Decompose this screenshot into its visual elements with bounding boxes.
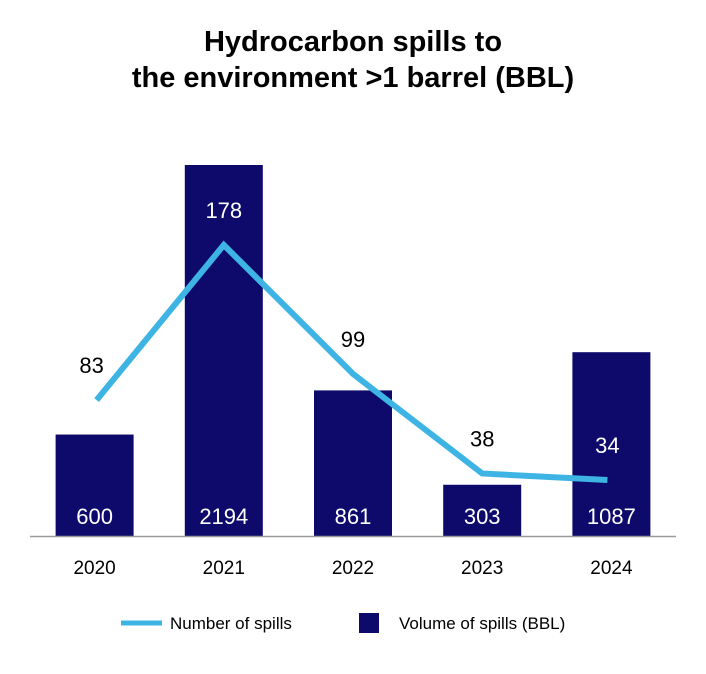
x-tick-label: 2022 — [332, 558, 374, 579]
bar-value-label: 2194 — [199, 504, 248, 529]
bar-value-label: 600 — [76, 504, 113, 529]
line-number-of-spills — [94, 240, 608, 483]
x-tick-label: 2023 — [461, 558, 503, 579]
chart-title-line-1: Hydrocarbon spills to — [203, 26, 503, 58]
bar-2021 — [184, 165, 263, 536]
x-tick-label: 2021 — [203, 558, 245, 579]
bar-value-label: 303 — [464, 504, 501, 529]
legend-label: Number of spills — [170, 614, 292, 633]
line-value-label: 34 — [595, 433, 619, 458]
chart-title: Hydrocarbon spills to the environment >1… — [0, 24, 706, 96]
bar-2023 — [443, 484, 522, 536]
bar-value-label: 1087 — [587, 504, 636, 529]
legend-bar-swatch — [359, 613, 379, 633]
legend-label: Volume of spills (BBL) — [399, 614, 565, 633]
chart-title-line-2: the environment >1 barrel (BBL) — [131, 62, 575, 94]
line-value-label: 178 — [205, 198, 242, 223]
line-value-label: 99 — [341, 327, 365, 352]
x-tick-label: 2024 — [590, 558, 633, 579]
x-tick-label: 2020 — [73, 558, 115, 579]
bar-2020 — [55, 434, 134, 536]
bar-value-label: 861 — [335, 504, 372, 529]
line-value-label: 83 — [79, 353, 103, 378]
bar-2024 — [572, 352, 651, 536]
bar-2022 — [314, 390, 392, 536]
line-value-label: 38 — [470, 426, 494, 451]
